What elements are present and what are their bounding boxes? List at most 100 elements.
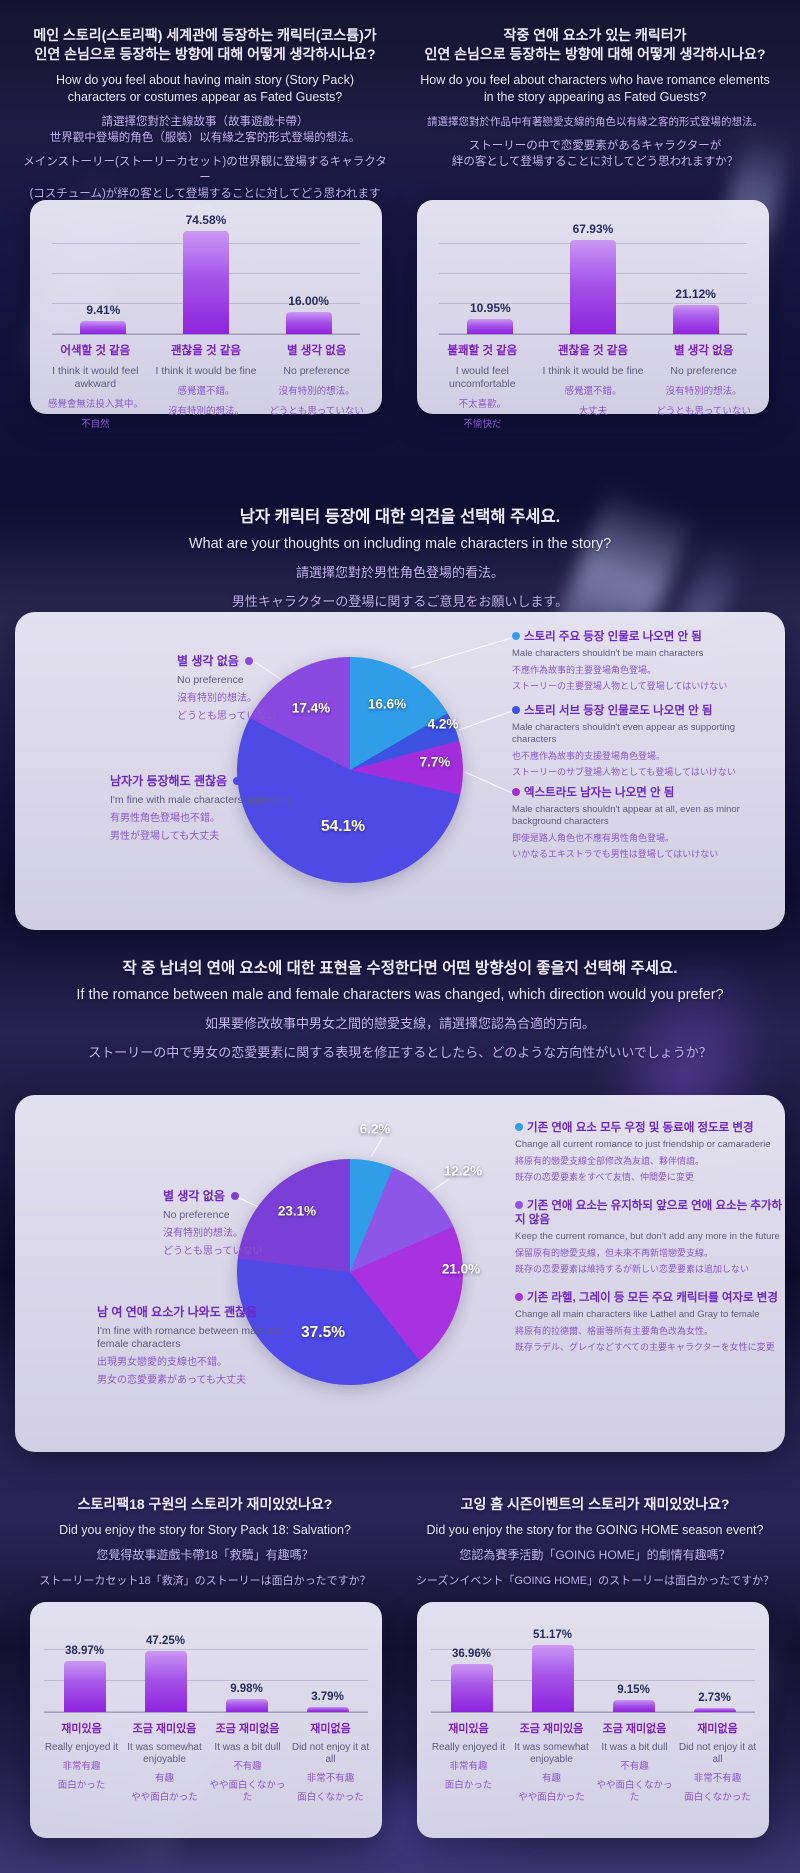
pie-side-label-no-preference: 별 생각 없음 No preference 沒有特別的想法。 どうとも思っていな…: [163, 1189, 263, 1257]
title-english: How do you feel about having main story …: [55, 73, 355, 104]
title-japanese: 男性キャラクターの登場に関するご意見をお願いします。: [231, 594, 569, 609]
title-korean: 남자 캐릭터 등장에 대한 의견을 선택해 주세요.: [239, 508, 561, 526]
bar-value: 51.17%: [532, 1629, 572, 1642]
legend-dot: [515, 1200, 523, 1209]
bar-plot-area: 9.41% 74.58% 16.00%: [52, 213, 360, 335]
bar-column: 3.79%: [306, 1691, 349, 1712]
title-korean: 스토리팩18 구원의 스토리가 재미있었나요?: [77, 1496, 333, 1512]
legend-item-no-supporting-characters: 스토리 서브 등장 인물로도 나오면 안 됨 Male characters s…: [512, 705, 736, 777]
pie-chart-panel-male-characters: 17.4% 16.6% 4.2% 7.7% 54.1% 별 생각 없음 No p…: [15, 612, 785, 930]
bar-column: 74.58%: [182, 213, 229, 334]
title-english: Did you enjoy the story for Story Pack 1…: [59, 1523, 351, 1537]
title-chinese: 您覺得故事遊戲卡帶18「救贖」有趣嗎？: [96, 1548, 314, 1562]
title-chinese: 請選擇您對於主線故事（故事遊戲卡帶） 世界觀中登場的角色（服裝）以有緣之客的形式登…: [49, 116, 361, 144]
pie-percent-label: 54.1%: [321, 818, 365, 835]
bar-column: 51.17%: [531, 1629, 574, 1712]
pie-percent-label: 12.2%: [443, 1163, 483, 1179]
title-korean: 작 중 남녀의 연애 요소에 대한 표현을 수정한다면 어떤 방향성이 좋을지 …: [122, 960, 678, 977]
pie-chart-male-characters: [237, 657, 463, 883]
pie-percent-label: 6.2%: [359, 1121, 391, 1137]
category: 조금 재미없음 It was a bit dull 不有趣 やや面白くなかった: [209, 1723, 286, 1803]
pie-side-label-fine-with-romance: 남 여 연애 요소가 나와도 괜찮음 I'm fine with romance…: [97, 1305, 285, 1386]
category: 재미있음 Really enjoyed it 非常有趣 面白かった: [431, 1723, 506, 1791]
category: 별 생각 없음 No preference 沒有特別的想法。 どうとも思っていない: [656, 345, 751, 417]
title-japanese: ストーリーカセット18「救済」のストーリーは面白かったですか？: [39, 1575, 371, 1587]
pie-percent-label: 21.0%: [441, 1261, 481, 1277]
bar-value: 74.58%: [185, 213, 227, 228]
bar-plot-area: 10.95% 67.93% 21.12%: [439, 214, 747, 335]
pie-percent-label: 7.7%: [419, 754, 451, 770]
legend-dot: [512, 787, 520, 796]
category-labels: 재미있음 Really enjoyed it 非常有趣 面白かった 조금 재미있음 It…: [40, 1720, 372, 1804]
question-4-left-title: 스토리팩18 구원의 스토리가 재미있었나요? Did you enjoy th…: [18, 1494, 392, 1588]
title-chinese: 請選擇您對於作品中有著戀愛支線的角色以有緣之客的形式登場的想法。: [427, 116, 763, 128]
title-english: What are your thoughts on including male…: [188, 536, 612, 552]
bar-value: 38.97%: [64, 1645, 104, 1658]
question-3-title: 작 중 남녀의 연애 요소에 대한 표현을 수정한다면 어떤 방향성이 좋을지 …: [0, 956, 800, 1061]
bar-column: 9.98%: [225, 1683, 268, 1712]
category: 재미없음 Did not enjoy it at all 非常不有趣 面白くなかった: [291, 1723, 370, 1803]
bar: [182, 231, 229, 334]
legend-item-no-extras: 엑스트라도 남자는 나오면 안 됨 Male characters should…: [512, 787, 740, 859]
title-korean: 메인 스토리(스토리팩) 세계관에 등장하는 캐릭터(코스튬)가 인연 손님으로 …: [33, 27, 377, 62]
bar: [144, 1650, 187, 1712]
bar: [306, 1707, 349, 1712]
pie-chart-panel-romance-direction: 6.2% 23.1% 12.2% 21.0% 37.5% 별 생각 없음 No …: [15, 1095, 785, 1452]
bar: [285, 311, 332, 334]
bar-column: 9.41%: [80, 303, 127, 334]
bar-value: 9.41%: [86, 303, 121, 318]
bar: [467, 318, 514, 334]
title-korean: 고잉 홈 시즌이벤트의 스토리가 재미있었나요?: [460, 1496, 730, 1512]
category: 재미없음 Did not enjoy it at all 非常不有趣 面白くなかった: [678, 1723, 757, 1803]
bar-chart-panel-story-pack-18: 38.97% 47.25% 9.98% 3.79% 재미있음 Really enj…: [30, 1602, 382, 1838]
bar-value: 10.95%: [469, 300, 511, 315]
legend-dot: [233, 776, 242, 785]
legend-item-no-main-characters: 스토리 주요 등장 인물로 나오면 안 됨 Male characters sh…: [512, 631, 728, 691]
title-japanese: シーズンイベント「GOING HOME」のストーリーは面白かったですか？: [415, 1575, 775, 1587]
bar-plot-area: 36.96% 51.17% 9.15% 2.73%: [431, 1622, 755, 1713]
bar-value: 9.15%: [617, 1684, 650, 1697]
bar: [531, 1645, 574, 1712]
legend-dot: [512, 631, 520, 640]
pie-chart-romance-direction: [237, 1159, 463, 1385]
question-1-right-title: 작중 연애 요소가 있는 캐릭터가 인연 손님으로 등장하는 방향에 대해 어떻게…: [408, 26, 782, 170]
category: 괜찮을 것 같음 I think it would be fine 感覺還不錯。 沒有…: [155, 345, 257, 417]
bar-column: 38.97%: [63, 1645, 106, 1712]
title-chinese: 您認為賽季活動「GOING HOME」的劇情有趣嗎？: [459, 1548, 731, 1562]
category-labels: 불쾌할 것 같음 I would feel uncomfortable 不太喜歡。不…: [427, 342, 759, 431]
pie-side-label-fine-with-male: 남자가 등장해도 괜찮음 I'm fine with male characte…: [110, 774, 293, 842]
legend-dot: [512, 705, 520, 714]
bar-column: 10.95%: [467, 300, 514, 334]
pie-percent-label: 17.4%: [291, 700, 331, 716]
bar-value: 3.79%: [311, 1691, 344, 1704]
legend-dot: [515, 1292, 523, 1301]
legend-item-all-female: 기존 라헬, 그레이 등 모든 주요 캐릭터를 여자로 변경 Change al…: [515, 1292, 778, 1352]
bar-value: 67.93%: [572, 222, 614, 237]
title-japanese: ストーリーの中で恋愛要素があるキャラクターが 絆の客として登場することに対してどう…: [451, 140, 739, 168]
legend-dot: [244, 656, 253, 665]
category-labels: 어색할 것 같음 I think it would feel awkward 感覺會…: [40, 342, 372, 431]
pie-side-label-no-preference: 별 생각 없음 No preference 沒有特別的想法。 どうとも思っていな…: [177, 654, 277, 722]
bar-value: 9.98%: [230, 1683, 263, 1696]
title-english: Did you enjoy the story for the GOING HO…: [426, 1523, 764, 1537]
bar-column: 2.73%: [693, 1692, 736, 1712]
question-1-left-title: 메인 스토리(스토리팩) 세계관에 등장하는 캐릭터(코스튬)가 인연 손님으로 …: [18, 26, 392, 218]
bar: [80, 321, 127, 334]
bar: [672, 304, 719, 334]
legend-item-friendship-only: 기존 연애 요소 모두 우정 및 동료애 정도로 변경 Change all c…: [515, 1122, 771, 1182]
category: 괜찮을 것 같음 I think it would be fine 感覺還不錯。 大丈…: [542, 345, 644, 417]
bar-column: 21.12%: [672, 286, 719, 334]
bar-value: 2.73%: [698, 1692, 731, 1705]
legend-dot: [263, 1307, 272, 1316]
bar-column: 16.00%: [285, 294, 332, 334]
category: 불쾌할 것 같음 I would feel uncomfortable 不太喜歡。不…: [447, 345, 518, 430]
category: 조금 재미있음 It was somewhat enjoyable 有趣 やや面白かっ…: [127, 1723, 202, 1803]
pie-percent-label: 37.5%: [301, 1324, 345, 1341]
category-labels: 재미있음 Really enjoyed it 非常有趣 面白かった 조금 재미있음 It…: [427, 1720, 759, 1804]
bar-value: 47.25%: [145, 1634, 185, 1647]
title-english: If the romance between male and female c…: [76, 987, 724, 1003]
bar-value: 21.12%: [675, 286, 716, 301]
bar: [63, 1661, 106, 1712]
category: 조금 재미없음 It was a bit dull 不有趣 やや面白くなかった: [596, 1723, 673, 1803]
